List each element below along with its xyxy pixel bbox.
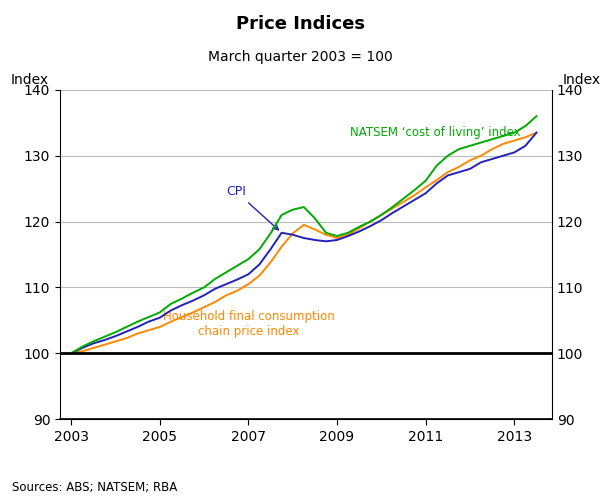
Text: NATSEM ‘cost of living’ index: NATSEM ‘cost of living’ index xyxy=(350,126,521,139)
Text: CPI: CPI xyxy=(226,185,278,230)
Text: Index: Index xyxy=(11,72,49,86)
Text: Price Indices: Price Indices xyxy=(235,15,365,33)
Text: March quarter 2003 = 100: March quarter 2003 = 100 xyxy=(208,50,392,64)
Text: Sources: ABS; NATSEM; RBA: Sources: ABS; NATSEM; RBA xyxy=(12,481,177,494)
Text: Index: Index xyxy=(563,72,600,86)
Text: Household final consumption
chain price index: Household final consumption chain price … xyxy=(163,310,334,338)
